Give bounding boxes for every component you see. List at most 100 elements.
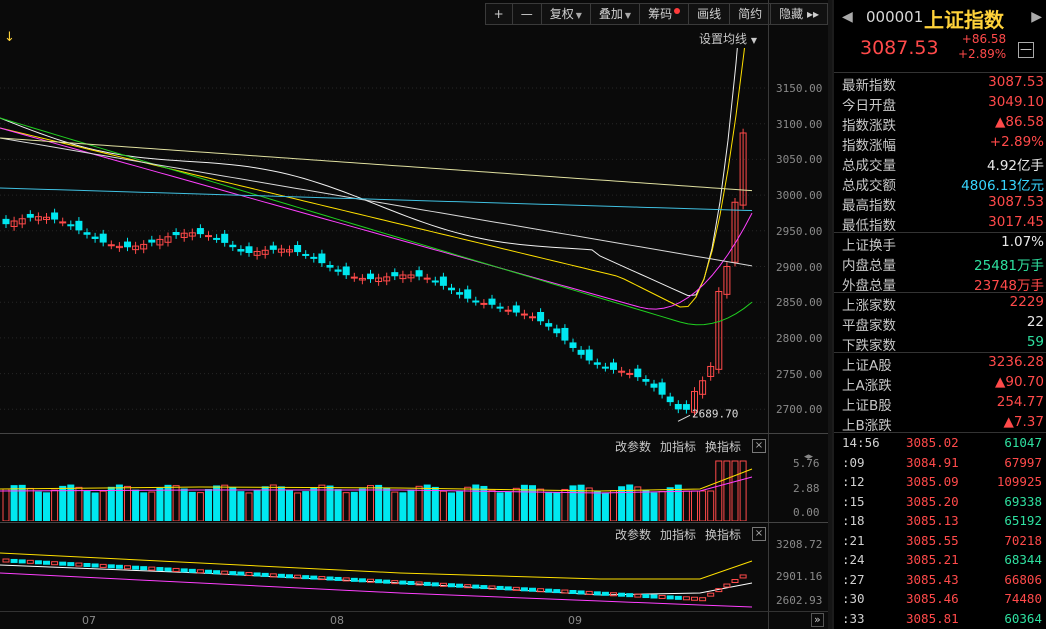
volume-bar <box>286 490 293 521</box>
ind-change-params-button[interactable]: 改参数 <box>615 528 652 542</box>
indicator-candle <box>350 577 358 582</box>
ma-setting-label: 设置均线 <box>699 32 748 46</box>
diejia-dropdown[interactable]: 叠加 ▼ <box>589 3 641 25</box>
stat-row: 上B涨跌 ▲7.37 <box>834 413 1046 434</box>
candle-body <box>593 362 601 365</box>
notification-dot-icon <box>674 8 681 14</box>
volume-bar <box>156 487 164 521</box>
candle-body <box>512 305 520 313</box>
stat-label: 下跌家数 <box>842 338 896 354</box>
volume-bar <box>593 491 601 521</box>
indicator-candle <box>415 581 423 586</box>
tick-row: :24 3085.21 68344 <box>834 551 1046 570</box>
price-axis-label: 2700.00 <box>776 403 823 417</box>
stat-value: ▲7.37 <box>1003 414 1044 430</box>
ma120-line <box>0 187 753 212</box>
stat-row: 总成交额 4806.13亿元 <box>834 173 1046 194</box>
volume-bar <box>415 485 423 521</box>
candle-body <box>75 220 83 231</box>
price-axis-label: 3150.00 <box>776 82 823 95</box>
ind-add-indicator-button[interactable]: 加指标 <box>660 528 697 542</box>
indicator-candle <box>318 576 326 581</box>
indicator-candle <box>67 562 75 567</box>
volume-bar <box>618 486 626 521</box>
indicator-candle <box>448 583 455 588</box>
indicator-candle <box>326 576 334 581</box>
candle-body <box>318 253 326 264</box>
volume-bar <box>83 490 91 521</box>
ma5-line <box>0 48 738 297</box>
fuquan-dropdown[interactable]: 复权 ▼ <box>540 3 591 25</box>
indicator-candle <box>496 585 504 590</box>
stat-label: 上证换手 <box>842 238 896 254</box>
stat-value: 23748万手 <box>974 278 1044 294</box>
stat-value: ▲90.70 <box>994 374 1044 390</box>
volume-bar <box>399 492 407 521</box>
indicator-candle <box>196 569 204 574</box>
indicator-candle <box>553 589 561 594</box>
zoom-out-button[interactable]: — <box>511 3 542 25</box>
zoom-in-button[interactable]: + <box>484 3 513 25</box>
ma-setting-dropdown[interactable]: 设置均线 ▼ <box>699 30 757 47</box>
volume-axis-label: 2.88 <box>793 482 820 495</box>
tick-time: :30 <box>842 591 865 606</box>
indicator-candle <box>504 586 512 591</box>
chouma-label: 筹码 <box>648 7 673 21</box>
volume-bar <box>358 488 366 521</box>
ind-close-icon[interactable]: × <box>752 527 766 541</box>
indicator-candle <box>431 582 439 587</box>
next-stock-icon[interactable]: ▶ <box>1031 9 1042 25</box>
draw-line-button[interactable]: 画线 <box>688 3 731 25</box>
tick-row: :21 3085.55 70218 <box>834 532 1046 551</box>
volume-bar <box>650 492 658 521</box>
tick-price: 3085.55 <box>906 532 959 548</box>
indicator-candle <box>658 594 666 599</box>
candle-body <box>618 370 626 373</box>
stat-label: 今日开盘 <box>842 98 896 114</box>
indicator-candle <box>634 593 642 598</box>
scroll-right-button[interactable]: » <box>811 613 824 627</box>
stat-label: 上证A股 <box>842 358 892 374</box>
scrollbar[interactable] <box>828 0 832 629</box>
stat-label: 上证B股 <box>842 398 892 414</box>
volume-bar <box>666 487 674 521</box>
volume-bar <box>553 492 561 521</box>
volume-bar <box>124 485 131 521</box>
vol-change-params-button[interactable]: 改参数 <box>615 440 652 454</box>
simple-mode-button[interactable]: 简约 <box>729 3 772 25</box>
stat-value: 3087.53 <box>988 74 1044 90</box>
kline-chart-area[interactable]: + — 复权 ▼ 叠加 ▼ 筹码 画线 简约 隐藏 ▸▸ ↓ 设置均线 ▼ 3150… <box>0 0 828 629</box>
candle-body <box>577 349 585 355</box>
volume-bar <box>164 484 172 521</box>
stat-divider <box>834 352 1046 353</box>
chart-toolbar: + — 复权 ▼ 叠加 ▼ 筹码 画线 简约 隐藏 ▸▸ <box>484 3 828 25</box>
indicator-chart <box>0 552 753 608</box>
ind-switch-indicator-button[interactable]: 换指标 <box>705 528 742 542</box>
vol-add-indicator-button[interactable]: 加指标 <box>660 440 697 454</box>
hide-button[interactable]: 隐藏 ▸▸ <box>770 3 828 25</box>
candle-body <box>399 274 407 280</box>
chouma-button[interactable]: 筹码 <box>639 3 690 25</box>
candle-body <box>172 232 180 236</box>
indicator-candle <box>691 596 698 601</box>
vol-switch-indicator-button[interactable]: 换指标 <box>705 440 742 454</box>
indicator-line <box>0 572 753 608</box>
indicator-candle <box>545 588 553 593</box>
tick-volume: 74480 <box>1004 591 1042 606</box>
collapse-arrow-icon[interactable]: ◂▸ <box>804 452 814 462</box>
tick-time: :24 <box>842 552 865 567</box>
tick-price: 3085.20 <box>906 493 959 509</box>
candle-body <box>504 309 512 312</box>
candle-body <box>601 366 609 369</box>
prev-stock-icon[interactable]: ◀ <box>842 9 853 25</box>
hide-label: 隐藏 <box>779 7 804 21</box>
volume-bar <box>302 491 310 521</box>
indicator-candle <box>512 586 520 591</box>
price-axis-label: 2950.00 <box>776 224 823 238</box>
volume-bar <box>529 485 536 521</box>
minimize-button[interactable]: — <box>1018 42 1034 58</box>
vol-close-icon[interactable]: × <box>752 439 766 453</box>
price-axis-label: 2900.00 <box>776 260 823 274</box>
stat-row: 上证B股 254.77 <box>834 393 1046 414</box>
indicator-candle <box>237 571 245 576</box>
